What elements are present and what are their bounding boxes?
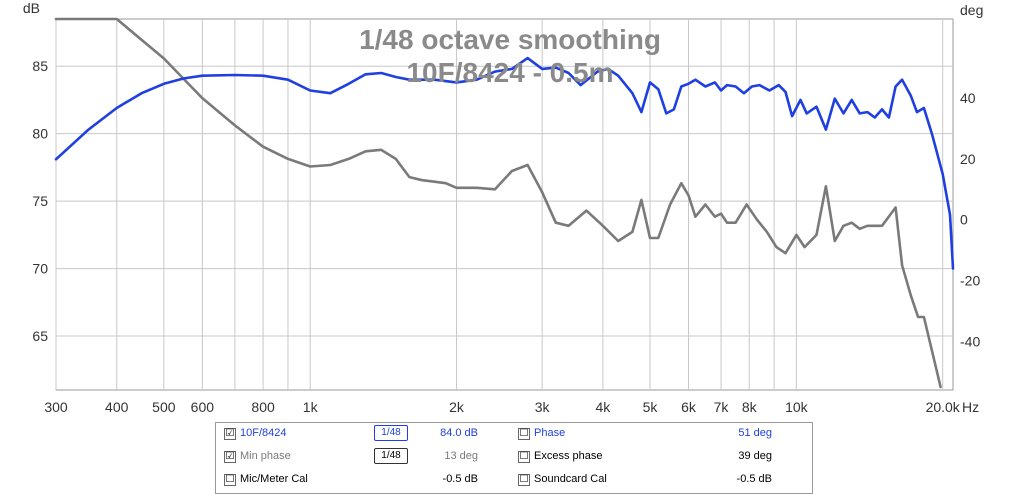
legend-label: Min phase	[240, 450, 291, 462]
checkbox-soundcard-cal[interactable]: ☐	[518, 474, 530, 486]
legend: ☑ 10F/8424 1/48 84.0 dB ☐ Phase 51 deg ☑…	[215, 422, 813, 494]
grid	[55, 19, 953, 390]
x-tick-labels: 300 400 500 600 800 1k 2k 3k 4k 5k 6k 7k 8k 10k 20.0k	[44, 399, 961, 415]
y-right-tick-labels: -40 -20 0 20 40	[960, 90, 980, 349]
x-tick-label: 5k	[643, 399, 659, 415]
x-tick-label: 3k	[535, 399, 551, 415]
x-tick-label: 1k	[303, 399, 319, 415]
checkbox-phase[interactable]: ☐	[518, 428, 530, 440]
x-tick-label: 400	[105, 399, 129, 415]
x-tick-label: 10k	[785, 399, 809, 415]
y-right-tick-label: -20	[960, 273, 980, 289]
smoothing-button[interactable]: 1/48	[374, 448, 408, 464]
x-tick-label: 500	[152, 399, 176, 415]
checkbox-excess-phase[interactable]: ☐	[518, 451, 530, 463]
x-tick-label: 300	[44, 399, 68, 415]
x-tick-label: 20.0k	[926, 399, 961, 415]
x-tick-label: 800	[251, 399, 275, 415]
chart: 300 400 500 600 800 1k 2k 3k 4k 5k 6k 7k 8k 10k 20.0k …	[23, 0, 983, 415]
y-right-tick-label: -40	[960, 333, 980, 349]
legend-value: -0.5 dB	[442, 473, 478, 485]
legend-label: Mic/Meter Cal	[240, 473, 308, 485]
y-right-tick-label: 40	[960, 90, 976, 106]
x-tick-label: 7k	[714, 399, 730, 415]
checkbox-mic-meter-cal[interactable]: ☐	[224, 474, 236, 486]
y-left-tick-label: 85	[32, 58, 48, 74]
series-line-10f8424	[54, 56, 955, 270]
x-axis-label: Hz	[962, 399, 979, 415]
plot-area	[55, 18, 954, 391]
y-right-tick-label: 20	[960, 151, 976, 167]
x-tick-label: 4k	[595, 399, 611, 415]
chart-title: 1/48 octave smoothing	[359, 24, 661, 55]
legend-row: ☑ 10F/8424 1/48 84.0 dB ☐ Phase 51 deg	[216, 423, 812, 445]
series-group	[54, 17, 955, 389]
x-tick-label: 600	[191, 399, 215, 415]
checkbox-10f8424[interactable]: ☑	[224, 428, 236, 440]
y-left-tick-label: 65	[32, 328, 48, 344]
x-tick-label: 8k	[742, 399, 758, 415]
checkbox-min-phase[interactable]: ☑	[224, 451, 236, 463]
y-left-tick-label: 75	[32, 193, 48, 209]
x-tick-label: 2k	[449, 399, 465, 415]
y-left-tick-label: 70	[32, 261, 48, 277]
legend-label: 10F/8424	[240, 427, 287, 439]
smoothing-button[interactable]: 1/48	[374, 425, 408, 441]
y-left-tick-labels: 65 70 75 80 85	[32, 58, 48, 344]
y-left-tick-label: 80	[32, 126, 48, 142]
legend-row: ☐ Mic/Meter Cal -0.5 dB ☐ Soundcard Cal …	[216, 469, 812, 491]
y-right-tick-label: 0	[960, 212, 968, 228]
y-right-axis-label: deg	[960, 2, 983, 18]
chart-subtitle: 10F/8424 - 0.5m	[406, 57, 613, 88]
legend-label: Soundcard Cal	[534, 473, 607, 485]
legend-value: 13 deg	[444, 450, 478, 462]
legend-value: 39 deg	[738, 450, 772, 462]
legend-label: Excess phase	[534, 450, 603, 462]
y-left-axis-label: dB	[23, 0, 40, 16]
legend-value: -0.5 dB	[736, 473, 772, 485]
legend-row: ☑ Min phase 1/48 13 deg ☐ Excess phase 3…	[216, 446, 812, 468]
series-line-min-phase	[54, 17, 942, 389]
legend-label: Phase	[534, 427, 566, 439]
x-tick-label: 6k	[681, 399, 697, 415]
legend-value: 51 deg	[738, 427, 772, 439]
legend-value: 84.0 dB	[440, 427, 478, 439]
